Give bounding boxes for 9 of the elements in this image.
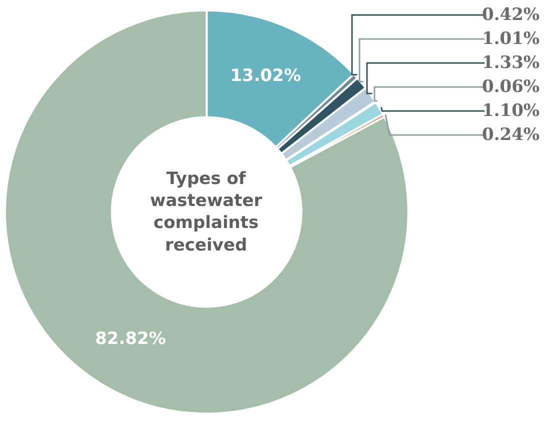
text: Types of wastewater complaints received xyxy=(150,169,263,256)
data-label: 82.82% xyxy=(95,329,166,350)
data-label: 1.01% xyxy=(482,29,540,49)
data-label: 0.42% xyxy=(482,5,540,25)
data-label: 0.24% xyxy=(482,125,540,145)
data-label: 13.02% xyxy=(230,66,302,86)
data-label: 1.33% xyxy=(482,53,540,73)
data-label: 1.10% xyxy=(482,101,540,121)
data-label: 0.06% xyxy=(482,77,540,97)
